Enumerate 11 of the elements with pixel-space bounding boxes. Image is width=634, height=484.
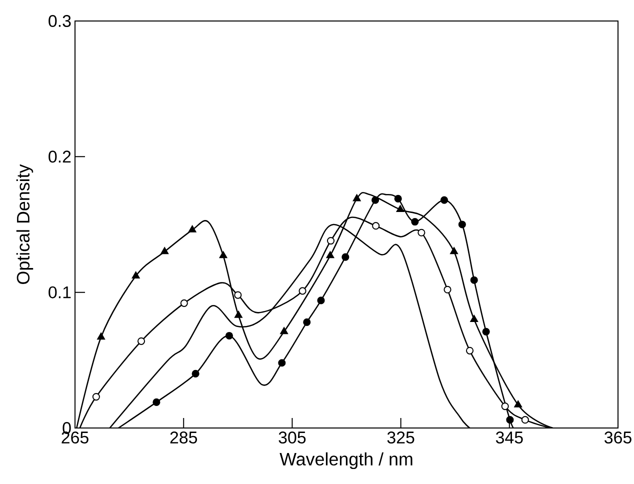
x-tick-label: 365 [604,432,632,444]
y-axis-title: Optical Density [16,164,34,284]
x-tick-label: 345 [496,432,523,444]
y-tick-label: 0.1 [48,286,71,298]
x-tick-label: 265 [62,432,88,444]
y-tick-label: 0.3 [48,14,71,27]
x-axis-title: Wavelength / nm [280,452,412,470]
x-tick-label: 285 [170,432,198,444]
x-tick-label: 325 [387,432,414,444]
y-tick-label: 0.2 [48,150,71,163]
x-tick-label: 305 [278,432,306,444]
